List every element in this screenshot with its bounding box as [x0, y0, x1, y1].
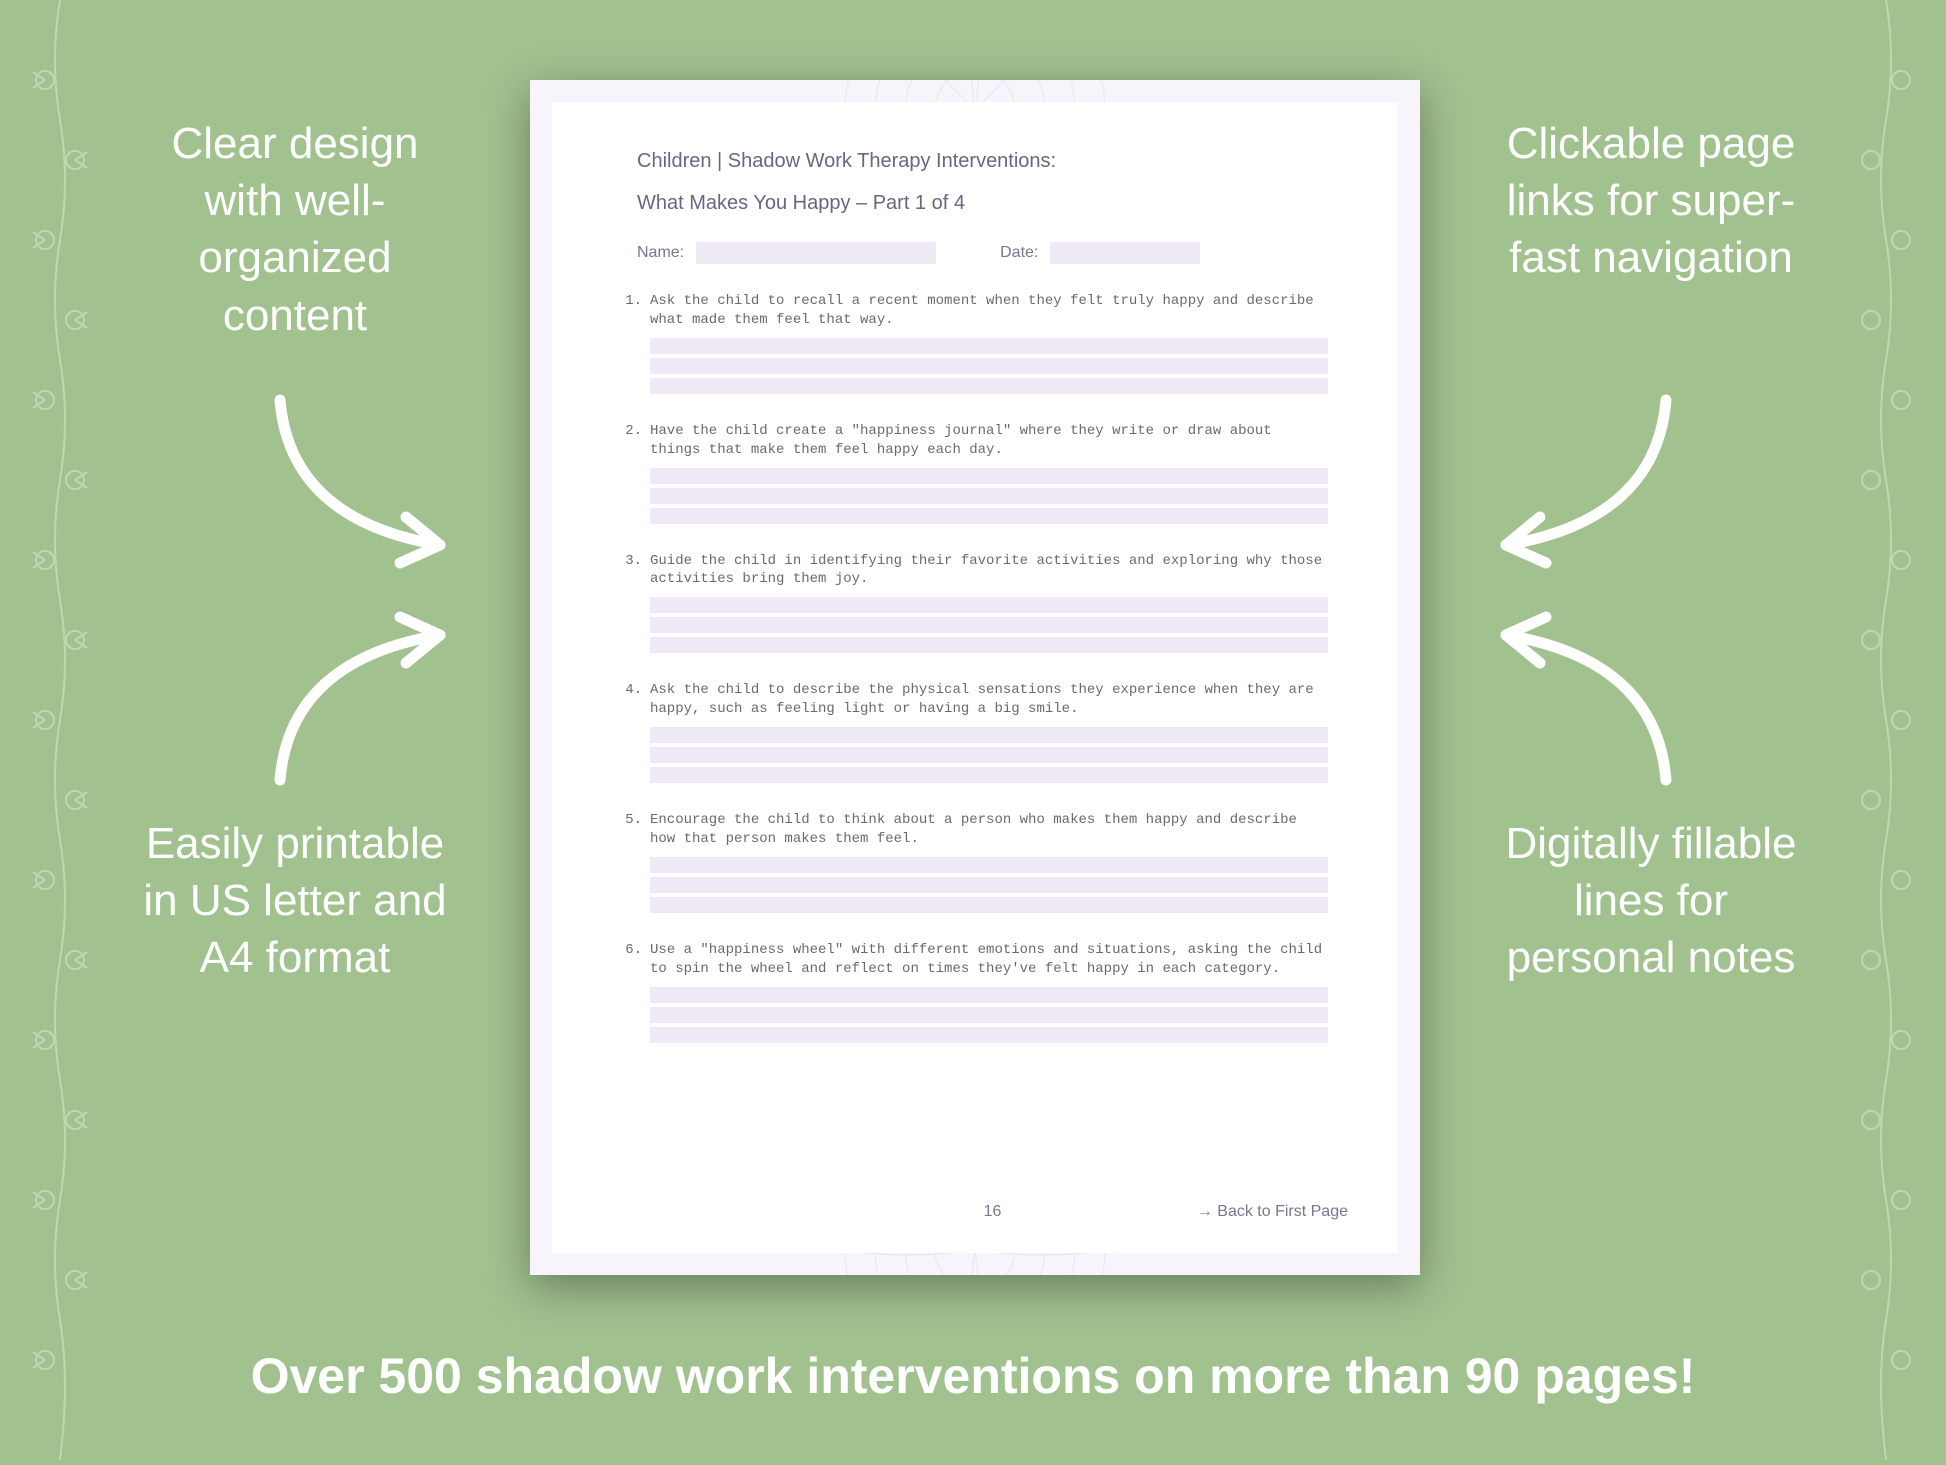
date-label: Date:: [1000, 244, 1038, 262]
question-item: 1.Ask the child to recall a recent momen…: [622, 292, 1328, 394]
name-field[interactable]: [696, 242, 936, 264]
arrow-top-left: [260, 380, 480, 580]
question-number: 6.: [622, 941, 642, 979]
callout-bottom-left: Easily printable in US letter and A4 for…: [130, 815, 460, 987]
question-text: Guide the child in identifying their fav…: [650, 552, 1328, 590]
answer-lines[interactable]: [650, 987, 1328, 1043]
question-text: Ask the child to describe the physical s…: [650, 681, 1328, 719]
questions-list: 1.Ask the child to recall a recent momen…: [622, 292, 1328, 1071]
worksheet-subheading: What Makes You Happy – Part 1 of 4: [637, 192, 965, 215]
question-number: 1.: [622, 292, 642, 330]
answer-lines[interactable]: [650, 727, 1328, 783]
question-item: 5.Encourage the child to think about a p…: [622, 811, 1328, 913]
worksheet-heading: Children | Shadow Work Therapy Intervent…: [637, 150, 1056, 173]
answer-lines[interactable]: [650, 338, 1328, 394]
date-field[interactable]: [1050, 242, 1200, 264]
name-label: Name:: [637, 244, 684, 262]
answer-lines[interactable]: [650, 857, 1328, 913]
bottom-banner: Over 500 shadow work interventions on mo…: [0, 1347, 1946, 1405]
arrow-bottom-right: [1466, 600, 1686, 800]
question-text: Ask the child to recall a recent moment …: [650, 292, 1328, 330]
worksheet-footer: 16 → Back to First Page: [637, 1203, 1348, 1221]
question-number: 2.: [622, 422, 642, 460]
question-item: 4.Ask the child to describe the physical…: [622, 681, 1328, 783]
question-item: 3.Guide the child in identifying their f…: [622, 552, 1328, 654]
callout-top-right: Clickable page links for super-fast navi…: [1486, 115, 1816, 287]
callout-top-left: Clear design with well-organized content: [130, 115, 460, 344]
arrow-bottom-left: [260, 600, 480, 800]
callout-bottom-right: Digitally fillable lines for personal no…: [1486, 815, 1816, 987]
answer-lines[interactable]: [650, 468, 1328, 524]
worksheet-page: Children | Shadow Work Therapy Intervent…: [530, 80, 1420, 1275]
question-item: 2.Have the child create a "happiness jou…: [622, 422, 1328, 524]
floral-border-left: [10, 0, 110, 1460]
floral-border-right: [1836, 0, 1936, 1460]
question-number: 5.: [622, 811, 642, 849]
question-text: Encourage the child to think about a per…: [650, 811, 1328, 849]
question-number: 3.: [622, 552, 642, 590]
arrow-top-right: [1466, 380, 1686, 580]
back-to-first-link[interactable]: → Back to First Page: [1197, 1203, 1348, 1221]
page-number: 16: [984, 1203, 1002, 1221]
question-text: Use a "happiness wheel" with different e…: [650, 941, 1328, 979]
worksheet-meta-row: Name: Date:: [637, 242, 1313, 264]
question-text: Have the child create a "happiness journ…: [650, 422, 1328, 460]
question-number: 4.: [622, 681, 642, 719]
worksheet-inner: Children | Shadow Work Therapy Intervent…: [552, 102, 1398, 1253]
answer-lines[interactable]: [650, 597, 1328, 653]
question-item: 6.Use a "happiness wheel" with different…: [622, 941, 1328, 1043]
